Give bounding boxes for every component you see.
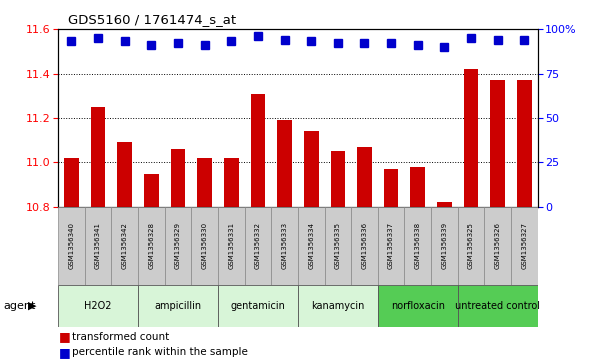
Bar xyxy=(164,207,191,285)
Bar xyxy=(85,207,111,285)
Text: GSM1356327: GSM1356327 xyxy=(521,223,527,269)
Bar xyxy=(298,285,378,327)
Bar xyxy=(411,167,425,207)
Text: GSM1356335: GSM1356335 xyxy=(335,223,341,269)
Bar xyxy=(271,207,298,285)
Text: GSM1356325: GSM1356325 xyxy=(468,223,474,269)
Bar xyxy=(384,169,398,207)
Bar xyxy=(404,207,431,285)
Text: GSM1356338: GSM1356338 xyxy=(415,223,421,269)
Text: GSM1356326: GSM1356326 xyxy=(495,223,500,269)
Text: untreated control: untreated control xyxy=(455,301,540,311)
Text: transformed count: transformed count xyxy=(72,332,169,342)
Bar xyxy=(64,158,79,207)
Text: ■: ■ xyxy=(59,330,71,343)
Text: GSM1356328: GSM1356328 xyxy=(148,223,155,269)
Text: GSM1356336: GSM1356336 xyxy=(362,223,367,269)
Text: GSM1356333: GSM1356333 xyxy=(282,223,288,269)
Bar xyxy=(491,80,505,207)
Bar xyxy=(458,285,538,327)
Bar xyxy=(458,207,485,285)
Text: GSM1356341: GSM1356341 xyxy=(95,223,101,269)
Bar xyxy=(138,207,164,285)
Bar xyxy=(111,207,138,285)
Text: percentile rank within the sample: percentile rank within the sample xyxy=(72,347,248,357)
Bar xyxy=(90,107,105,207)
Bar xyxy=(517,80,532,207)
Bar xyxy=(304,131,318,207)
Bar xyxy=(218,285,298,327)
Bar xyxy=(464,69,478,207)
Bar xyxy=(331,151,345,207)
Text: H2O2: H2O2 xyxy=(84,301,112,311)
Text: GSM1356331: GSM1356331 xyxy=(229,223,234,269)
Bar xyxy=(170,149,185,207)
Text: ampicillin: ampicillin xyxy=(155,301,202,311)
Text: gentamicin: gentamicin xyxy=(230,301,285,311)
Text: GDS5160 / 1761474_s_at: GDS5160 / 1761474_s_at xyxy=(68,13,236,26)
Bar xyxy=(58,285,138,327)
Bar xyxy=(431,207,458,285)
Text: GSM1356334: GSM1356334 xyxy=(308,223,314,269)
Text: GSM1356342: GSM1356342 xyxy=(122,223,128,269)
Bar xyxy=(197,158,212,207)
Text: GSM1356340: GSM1356340 xyxy=(68,223,75,269)
Text: agent: agent xyxy=(3,301,35,311)
Bar xyxy=(277,120,292,207)
Bar xyxy=(58,207,85,285)
Bar xyxy=(437,203,452,207)
Bar xyxy=(485,207,511,285)
Bar xyxy=(191,207,218,285)
Bar xyxy=(357,147,372,207)
Bar xyxy=(144,174,159,207)
Text: GSM1356337: GSM1356337 xyxy=(388,223,394,269)
Bar xyxy=(378,285,458,327)
Text: norfloxacin: norfloxacin xyxy=(391,301,445,311)
Text: GSM1356339: GSM1356339 xyxy=(441,223,447,269)
Bar xyxy=(117,142,132,207)
Text: GSM1356332: GSM1356332 xyxy=(255,223,261,269)
Text: kanamycin: kanamycin xyxy=(311,301,365,311)
Bar xyxy=(244,207,271,285)
Bar xyxy=(378,207,404,285)
Bar xyxy=(218,207,244,285)
Bar xyxy=(138,285,218,327)
Bar xyxy=(298,207,324,285)
Text: ■: ■ xyxy=(59,346,71,359)
Bar xyxy=(511,207,538,285)
Text: GSM1356329: GSM1356329 xyxy=(175,223,181,269)
Text: GSM1356330: GSM1356330 xyxy=(202,223,208,269)
Bar xyxy=(224,158,238,207)
Text: ▶: ▶ xyxy=(27,301,36,311)
Bar xyxy=(351,207,378,285)
Bar xyxy=(324,207,351,285)
Bar xyxy=(251,94,265,207)
